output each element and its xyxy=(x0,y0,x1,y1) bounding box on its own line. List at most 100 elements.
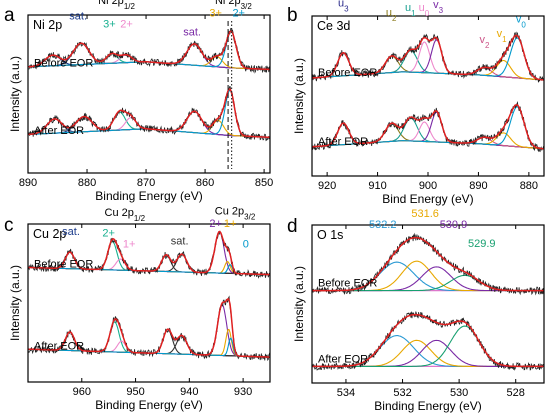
x-axis-title: Binding Energy (eV) xyxy=(95,189,202,203)
panel-b: Before EOR After EOR 920 910 900 890 880 Bind E… xyxy=(287,0,545,206)
spectrum-after-eor xyxy=(28,86,270,142)
fit-envelope-line xyxy=(312,34,544,81)
peak-annotation: sat. xyxy=(69,11,87,23)
x-tick-label: 532 xyxy=(393,387,411,399)
fit-envelope-line xyxy=(28,297,270,358)
x-tick-label: 528 xyxy=(507,387,525,399)
x-axis-title: Binding Energy (eV) xyxy=(95,398,202,412)
peak-annotation: Ni 2p1/2 xyxy=(98,0,135,10)
peak-annotation: sat. xyxy=(183,27,201,39)
state-label: After EOR xyxy=(34,125,84,137)
y-axis-title: Intensity (a.u.) xyxy=(292,58,306,134)
y-axis-title: Intensity (a.u.) xyxy=(292,266,306,342)
peak-annotation: 2+ xyxy=(209,218,222,230)
peak-annotation: u2 xyxy=(386,7,397,23)
peak-annotation: 2+ xyxy=(102,228,115,240)
y-axis-title: Intensity (a.u.) xyxy=(8,265,22,341)
spectrum-before-eor xyxy=(312,232,544,296)
panel-letter: c xyxy=(4,215,14,236)
state-label: After EOR xyxy=(34,341,84,353)
fit-envelope-line xyxy=(28,230,270,276)
y-axis-title: Intensity (a.u.) xyxy=(8,56,22,132)
peak-annotation: 532.2 xyxy=(369,219,397,231)
peak-annotation: v1 xyxy=(497,28,508,44)
peak-annotation: u1 xyxy=(405,2,416,18)
panel-title: Cu 2p xyxy=(33,227,66,241)
peak-annotation: u0 xyxy=(419,2,430,18)
x-tick-label: 530 xyxy=(450,387,468,399)
spectrum-before-eor xyxy=(28,230,270,279)
fit-envelope-line xyxy=(28,88,270,139)
panel-d: Before EOR After EOR 534 532 530 528 Binding E… xyxy=(287,208,545,413)
plot-area xyxy=(312,232,544,371)
peak-annotation: 1+ xyxy=(123,239,136,251)
peak-annotation: v2 xyxy=(480,34,491,50)
x-tick-label: 930 xyxy=(234,386,252,398)
fit-envelope-line xyxy=(312,104,544,150)
peak-annotation: v0 xyxy=(516,13,527,29)
x-tick-label: 860 xyxy=(196,177,214,189)
x-tick-label: 910 xyxy=(368,180,386,192)
peak-annotation: 2+ xyxy=(232,8,245,20)
panel-c: Before EOR After EOR 960 950 940 930 Binding E… xyxy=(4,206,271,412)
panel-title: O 1s xyxy=(317,228,343,242)
fit-peak-7 xyxy=(312,106,544,150)
spectrum-after-eor xyxy=(28,295,270,361)
x-tick-label: 960 xyxy=(73,386,91,398)
panel-a: Before EOR After EOR 890 880 870 860 850 Bindin… xyxy=(4,0,273,203)
spectrum-before-eor xyxy=(28,27,270,74)
peak-annotation: 3+ xyxy=(209,8,222,20)
x-tick-label: 890 xyxy=(469,180,487,192)
plot-area xyxy=(312,31,544,153)
panel-letter: d xyxy=(287,216,298,237)
panel-letter: b xyxy=(287,5,298,26)
peak-annotation: u3 xyxy=(338,0,349,13)
peak-annotation: 3+ xyxy=(103,19,116,31)
state-label: After EOR xyxy=(318,136,368,148)
peak-annotation: Cu 2p3/2 xyxy=(215,206,256,222)
panel-title: Ni 2p xyxy=(33,18,62,32)
state-label: Before EOR xyxy=(34,258,93,270)
raw-data-line xyxy=(28,27,270,74)
peak-annotation: 530.9 xyxy=(440,219,468,231)
peak-annotation: 531.6 xyxy=(411,208,439,220)
state-label: After EOR xyxy=(318,353,368,365)
plot-frame xyxy=(27,14,271,174)
spectrum-after-eor xyxy=(312,311,544,371)
plot-area xyxy=(28,230,270,361)
peak-annotation: 529.9 xyxy=(468,238,496,250)
panel-letter: a xyxy=(4,5,15,26)
x-tick-label: 850 xyxy=(255,177,273,189)
plot-area xyxy=(28,27,270,142)
raw-data-line xyxy=(312,100,544,153)
state-label: Before EOR xyxy=(318,67,377,79)
peak-annotation: Ni 2p3/2 xyxy=(215,0,252,10)
peak-annotation: 0 xyxy=(243,239,249,251)
x-tick-label: 870 xyxy=(137,177,155,189)
fit-envelope-line xyxy=(312,236,544,292)
x-tick-label: 880 xyxy=(520,180,538,192)
x-tick-label: 920 xyxy=(318,180,336,192)
raw-data-line xyxy=(312,311,544,371)
peak-annotation: sat. xyxy=(171,236,189,248)
x-axis-title: Bind Energy (eV) xyxy=(382,192,473,206)
fit-envelope-line xyxy=(312,313,544,368)
x-tick-label: 534 xyxy=(337,387,355,399)
panel-title: Ce 3d xyxy=(317,19,350,33)
state-label: Before EOR xyxy=(318,278,377,290)
plot-frame xyxy=(311,224,545,384)
raw-data-line xyxy=(28,86,270,142)
plot-frame xyxy=(27,223,271,383)
peak-annotation: 1+ xyxy=(224,218,237,230)
x-axis-title: Binding Energy (eV) xyxy=(374,399,481,413)
spectrum-before-eor xyxy=(312,31,544,83)
x-tick-label: 880 xyxy=(78,177,96,189)
state-label: Before EOR xyxy=(34,57,93,69)
peak-annotation: sat. xyxy=(62,226,80,238)
x-tick-label: 900 xyxy=(419,180,437,192)
peak-annotation: 2+ xyxy=(120,19,133,31)
fit-envelope-line xyxy=(28,30,270,71)
spectrum-after-eor xyxy=(312,100,544,153)
peak-annotation: v3 xyxy=(433,0,444,15)
fit-peak-7 xyxy=(312,37,544,81)
